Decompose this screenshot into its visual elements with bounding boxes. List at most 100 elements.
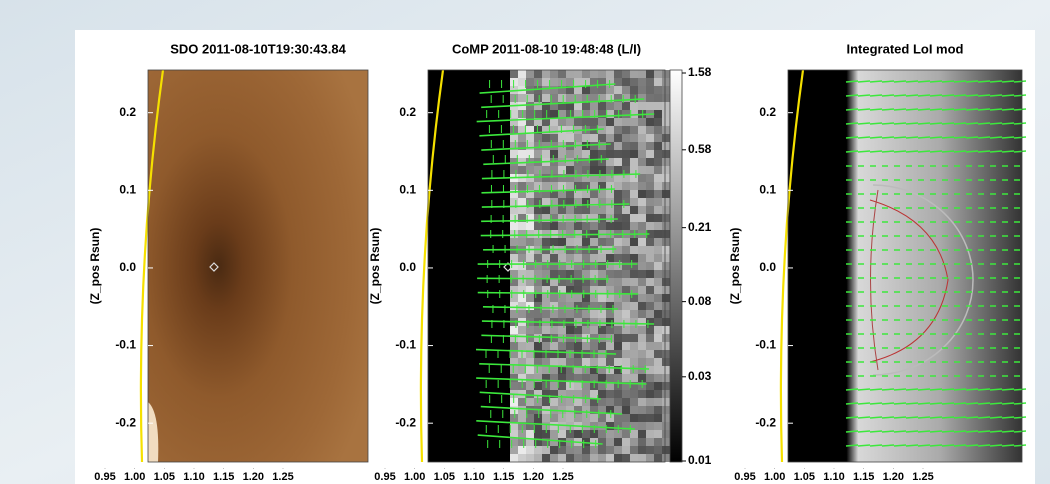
vector (857, 402, 871, 405)
comp-pixel (526, 78, 534, 86)
comp-pixel (534, 422, 542, 430)
y-tick-label: -0.2 (115, 415, 136, 429)
vector (965, 388, 979, 391)
vector (893, 80, 907, 83)
comp-pixel (550, 422, 558, 430)
vector (917, 136, 931, 139)
vector (479, 391, 601, 400)
comp-pixel (558, 118, 566, 126)
comp-pixel (510, 286, 518, 294)
comp-pixel (630, 438, 638, 446)
comp-pixel (542, 374, 550, 382)
comp-pixel (542, 414, 550, 422)
comp-pixel (630, 150, 638, 158)
comp-pixel (566, 190, 574, 198)
comp-pixel (606, 414, 614, 422)
comp-pixel (534, 382, 542, 390)
comp-pixel (510, 270, 518, 278)
comp-pixel (654, 238, 662, 246)
comp-pixel (574, 198, 582, 206)
comp-pixel (598, 422, 606, 430)
comp-pixel (614, 254, 622, 262)
vector (481, 203, 630, 208)
comp-pixel (590, 70, 598, 78)
comp-pixel (630, 142, 638, 150)
comp-pixel (542, 278, 550, 286)
comp-pixel (550, 398, 558, 406)
comp-pixel (550, 278, 558, 286)
vector (917, 94, 931, 97)
vector (953, 150, 967, 153)
comp-pixel (622, 78, 630, 86)
comp-pixel (558, 238, 566, 246)
vector (905, 80, 919, 83)
comp-pixel (622, 174, 630, 182)
comp-pixel (630, 246, 638, 254)
comp-pixel (526, 206, 534, 214)
comp-pixel (550, 302, 558, 310)
vector (941, 388, 955, 391)
comp-pixel (558, 446, 566, 454)
comp-pixel (550, 294, 558, 302)
vector (929, 80, 943, 83)
x-tick-label: 1.15 (493, 471, 514, 483)
comp-pixel (510, 158, 518, 166)
comp-pixel (646, 414, 654, 422)
comp-pixel (598, 390, 606, 398)
comp-pixel (526, 422, 534, 430)
comp-pixel (518, 294, 526, 302)
vector (917, 444, 931, 447)
comp-pixel (582, 150, 590, 158)
comp-pixel (598, 182, 606, 190)
comp-pixel (582, 166, 590, 174)
comp-pixel (598, 94, 606, 102)
comp-pixel (614, 134, 622, 142)
comp-pixel (646, 318, 654, 326)
comp-pixel (510, 166, 518, 174)
vector (477, 291, 639, 295)
comp-pixel (598, 318, 606, 326)
comp-pixel (510, 358, 518, 366)
comp-pixel (662, 382, 670, 390)
comp-pixel (662, 110, 670, 118)
colorbar-tick-label: 1.58 (688, 65, 712, 79)
comp-pixel (558, 182, 566, 190)
comp-pixel (662, 366, 670, 374)
comp-pixel (614, 198, 622, 206)
comp-pixel (654, 150, 662, 158)
vector (857, 122, 871, 125)
comp-pixel (550, 262, 558, 270)
comp-pixel (526, 406, 534, 414)
comp-pixel (662, 94, 670, 102)
comp-pixel (574, 86, 582, 94)
comp-pixel (574, 110, 582, 118)
comp-pixel (518, 270, 526, 278)
comp-pixel (566, 182, 574, 190)
comp-pixel (606, 222, 614, 230)
comp-pixel (654, 246, 662, 254)
vector (881, 416, 895, 419)
comp-pixel (566, 366, 574, 374)
vector (481, 143, 611, 151)
comp-pixel (526, 414, 534, 422)
vector (893, 416, 907, 419)
comp-pixel (526, 430, 534, 438)
vector (1001, 430, 1015, 433)
comp-pixel (630, 206, 638, 214)
comp-pixel (558, 302, 566, 310)
comp-pixel (614, 390, 622, 398)
comp-pixel (566, 198, 574, 206)
comp-pixel (566, 302, 574, 310)
comp-pixel (542, 454, 550, 462)
panel (139, 69, 369, 463)
comp-pixel (582, 286, 590, 294)
vector (989, 388, 1003, 391)
comp-pixel (582, 374, 590, 382)
comp-pixel (590, 398, 598, 406)
comp-pixel (630, 78, 638, 86)
vector (893, 122, 907, 125)
x-tick-label: 1.00 (124, 471, 145, 483)
comp-pixel (646, 430, 654, 438)
comp-pixel (558, 94, 566, 102)
